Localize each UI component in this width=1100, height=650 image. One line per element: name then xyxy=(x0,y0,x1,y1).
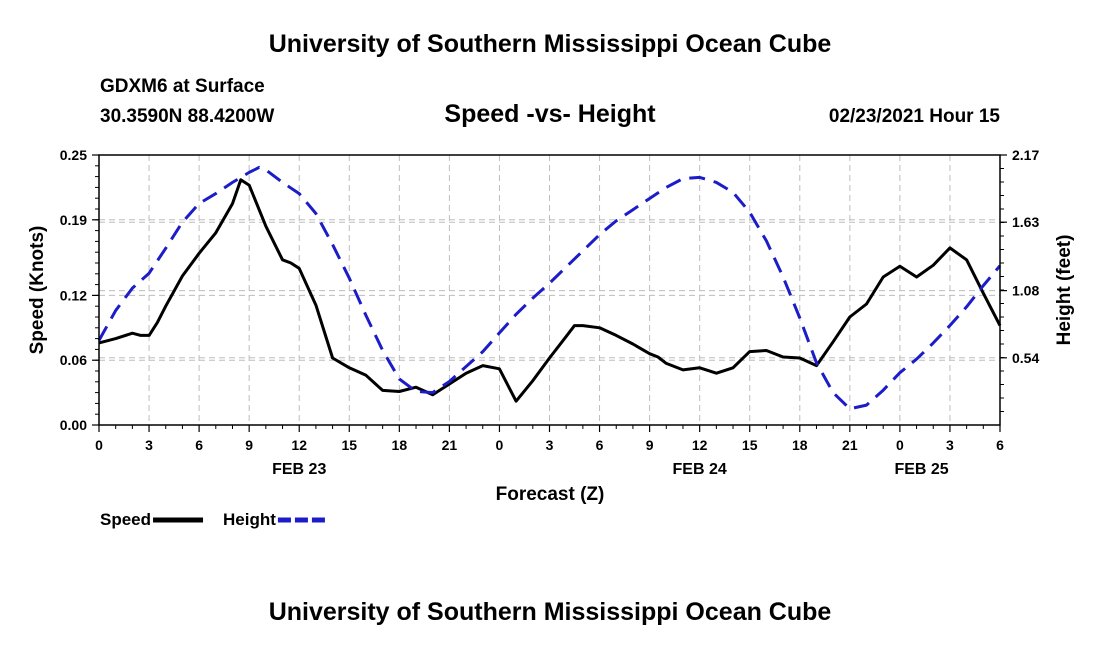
x-date-label: FEB 23 xyxy=(272,461,326,478)
legend-label-height: Height xyxy=(223,510,276,529)
x-tick-label: 21 xyxy=(842,437,858,453)
y-left-tick-label: 0.06 xyxy=(60,352,87,368)
x-tick-label: 9 xyxy=(245,437,253,453)
y-left-tick-label: 0.00 xyxy=(60,417,87,433)
x-tick-label: 3 xyxy=(145,437,153,453)
height-series-line xyxy=(97,165,1002,411)
x-tick-label: 0 xyxy=(896,437,904,453)
x-tick-label: 18 xyxy=(392,437,408,453)
x-tick-label: 15 xyxy=(742,437,758,453)
y-right-tick-label: 1.08 xyxy=(1012,283,1039,299)
y-right-tick-label: 2.17 xyxy=(1012,147,1039,163)
x-tick-label: 21 xyxy=(442,437,458,453)
x-axis-title: Forecast (Z) xyxy=(496,484,605,505)
y-right-tick-label: 0.54 xyxy=(1012,350,1039,366)
x-tick-label: 0 xyxy=(95,437,103,453)
y-left-tick-label: 0.25 xyxy=(60,147,87,163)
x-tick-label: 6 xyxy=(596,437,604,453)
station-label: GDXM6 at Surface xyxy=(100,76,265,97)
x-tick-label: 12 xyxy=(692,437,708,453)
forecast-datestamp: 02/23/2021 Hour 15 xyxy=(828,106,1000,127)
x-tick-label: 3 xyxy=(546,437,554,453)
x-tick-label: 18 xyxy=(792,437,808,453)
legend-label-speed: Speed xyxy=(100,510,151,529)
axes: 0 3 6 9 12 15 18 21 0 3 6 9 12 15 18 21 0 3 6 FEB 23 FEB 24 F… xyxy=(60,147,1040,478)
x-date-label: FEB 25 xyxy=(894,461,948,478)
coordinates-label: 30.3590N 88.4200W xyxy=(100,106,275,127)
x-tick-label: 9 xyxy=(646,437,654,453)
x-tick-label: 0 xyxy=(496,437,504,453)
footer-title: University of Southern Mississippi Ocean… xyxy=(268,598,832,626)
series-layer xyxy=(97,165,1002,411)
chart-title: Speed -vs- Height xyxy=(444,100,656,128)
x-tick-label: 15 xyxy=(341,437,357,453)
legend: Speed Height xyxy=(100,510,328,529)
y-axis-right-title: Height (feet) xyxy=(1054,235,1075,346)
page-title: University of Southern Mississippi Ocean… xyxy=(268,30,832,58)
y-right-tick-label: 1.63 xyxy=(1012,214,1039,230)
x-date-label: FEB 24 xyxy=(673,461,727,478)
x-tick-label: 6 xyxy=(195,437,203,453)
y-axis-left-title: Speed (Knots) xyxy=(27,226,48,355)
y-left-tick-label: 0.19 xyxy=(60,212,87,228)
y-left-tick-label: 0.12 xyxy=(60,287,87,303)
x-tick-label: 12 xyxy=(291,437,307,453)
x-tick-label: 6 xyxy=(996,437,1004,453)
grid-lines xyxy=(99,155,1000,425)
speed-series-line xyxy=(98,178,1002,403)
x-tick-label: 3 xyxy=(946,437,954,453)
